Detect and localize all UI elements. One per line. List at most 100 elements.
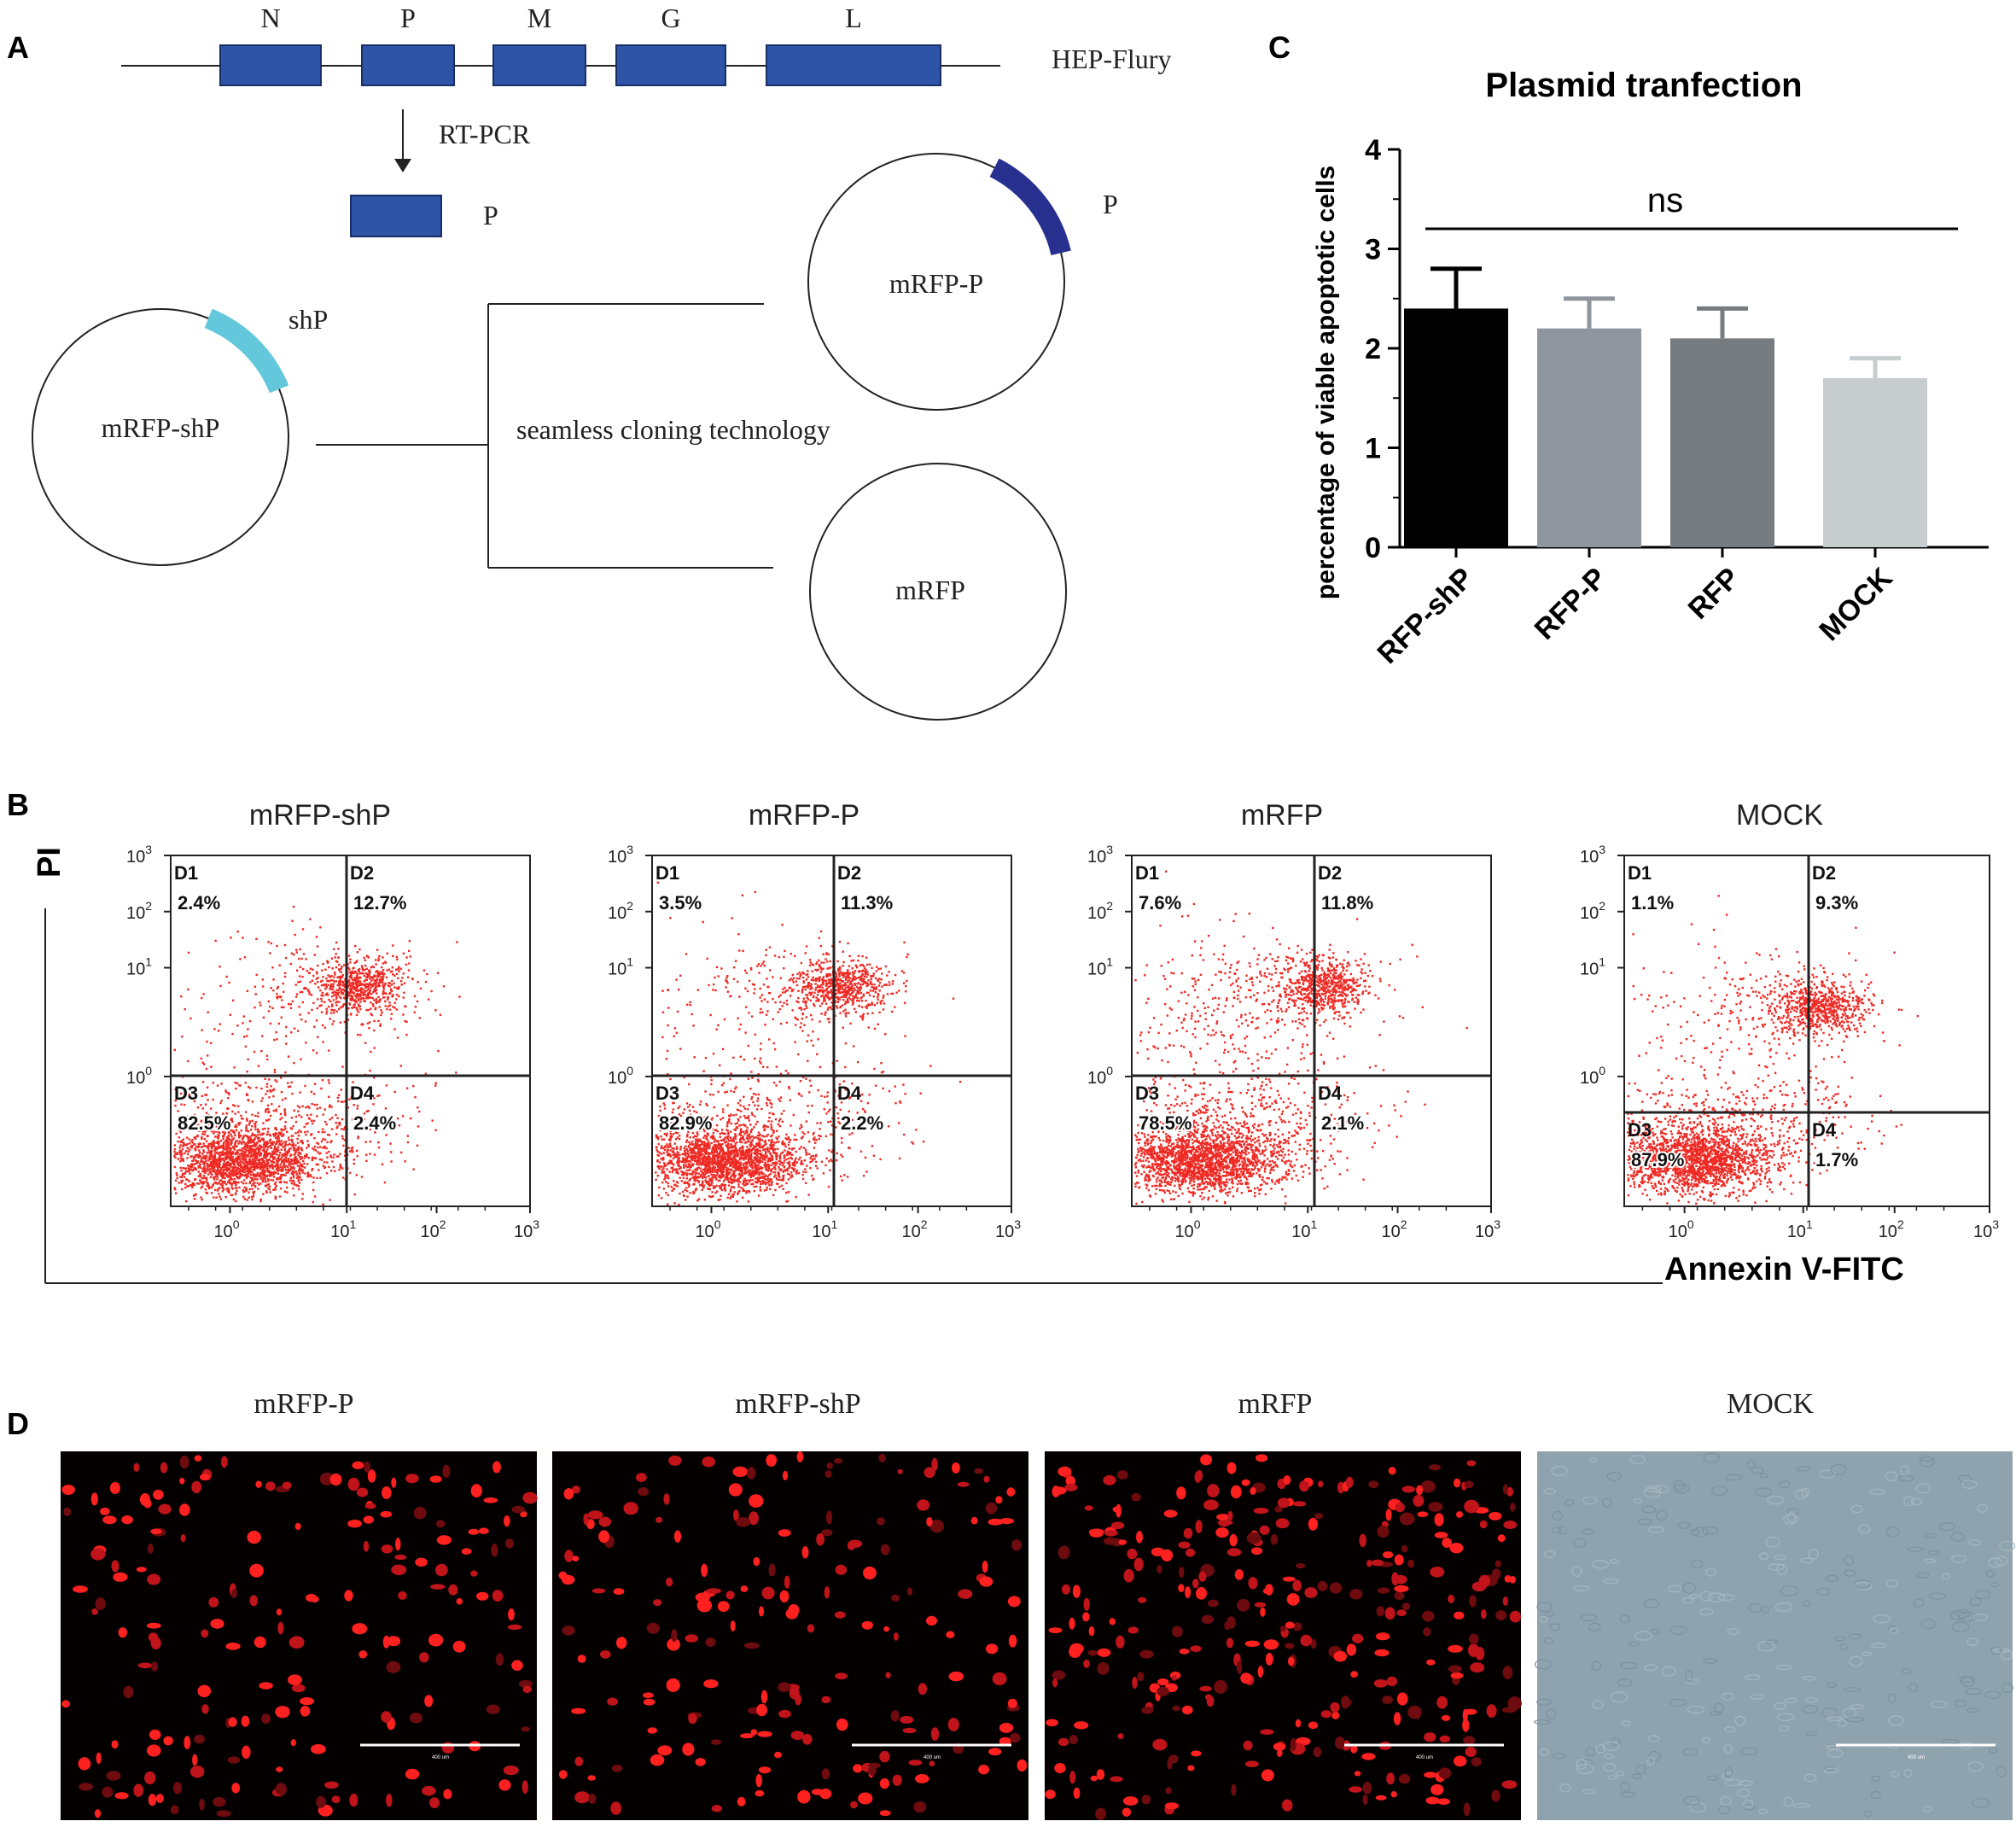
flow-dot: [187, 1170, 189, 1173]
flow-dot: [300, 1140, 303, 1142]
flow-dot: [219, 1139, 223, 1142]
flow-dot: [749, 1130, 753, 1134]
flow-dot: [239, 1159, 242, 1163]
flow-dot: [393, 1090, 396, 1094]
flow-dot: [703, 1199, 707, 1201]
flow-dot: [789, 1153, 791, 1156]
flow-dot: [231, 1153, 235, 1155]
flow-dot: [759, 1181, 762, 1183]
flow-dot: [226, 1137, 229, 1140]
flow-dot: [217, 1119, 220, 1122]
flow-dot: [351, 995, 353, 998]
flow-dot: [210, 1145, 213, 1147]
flow-dot: [279, 1163, 282, 1166]
flow-dot: [696, 1179, 698, 1182]
flow-dot: [726, 1138, 730, 1141]
flow-dot: [203, 1176, 207, 1179]
flow-dot: [323, 1026, 326, 1029]
flow-dot: [229, 1153, 231, 1156]
flow-dot: [299, 948, 301, 951]
flow-dot: [784, 1168, 787, 1171]
flow-dot: [736, 1165, 738, 1169]
flow-dot: [726, 1153, 730, 1156]
flow-dot: [331, 1005, 334, 1007]
flow-dot: [179, 1151, 183, 1154]
flow-dot: [707, 1171, 709, 1174]
flow-dot: [660, 1158, 662, 1160]
flow-dot: [323, 1166, 327, 1169]
flow-dot: [702, 1153, 704, 1156]
flow-dot: [384, 1005, 387, 1007]
flow-dot: [255, 1165, 259, 1169]
flow-dot: [265, 1156, 267, 1159]
flow-dot: [725, 1169, 728, 1171]
flow-dot: [694, 1147, 696, 1149]
flow-dot: [265, 1083, 269, 1085]
flow-dot: [244, 1134, 247, 1137]
panel-b-flow-cytometry: B PI Annexin V-FITC mRFP-shPD12.4%D212.7…: [7, 787, 1999, 1287]
flow-dot: [294, 984, 297, 986]
flow-dot: [283, 990, 285, 994]
flow-dot: [230, 937, 232, 939]
flow-dot: [355, 984, 358, 987]
quadrant-percent-d3: 82.5%: [178, 1112, 230, 1134]
flow-dot: [373, 974, 376, 977]
flow-dot: [213, 1151, 217, 1153]
flow-dot: [245, 1176, 248, 1179]
flow-dot: [324, 983, 328, 986]
flow-dot: [406, 1135, 409, 1137]
flow-dot: [222, 1187, 224, 1190]
flow-dot: [666, 1151, 668, 1153]
flow-dot: [288, 1149, 290, 1152]
flow-dot: [212, 1183, 214, 1186]
flow-dot: [770, 1170, 772, 1173]
flow-dot: [205, 1094, 208, 1096]
flow-dot: [778, 1172, 780, 1176]
flow-dot: [737, 1183, 740, 1186]
flow-dot: [254, 1135, 258, 1138]
flow-dot: [206, 1192, 209, 1194]
flow-dot: [789, 1152, 792, 1154]
flow-dot: [228, 1152, 230, 1155]
flow-dot: [751, 1179, 754, 1182]
flow-dot: [702, 1156, 704, 1159]
flow-dot: [245, 1129, 248, 1132]
flow-dot: [382, 956, 384, 959]
flow-dot: [233, 1164, 236, 1167]
flow-dot: [187, 1153, 189, 1156]
flow-dot: [314, 983, 317, 985]
flow-dot: [292, 1142, 294, 1145]
flow-dot: [213, 1140, 215, 1142]
flow-dot: [253, 1154, 255, 1157]
flow-dot: [690, 1142, 692, 1145]
flow-dot: [706, 1145, 708, 1148]
flow-dot: [250, 1195, 253, 1199]
flow-dot: [242, 1137, 244, 1140]
flow-dot: [717, 1179, 720, 1182]
flow-dot: [766, 1133, 769, 1136]
flow-dot: [201, 1176, 205, 1180]
flow-dot: [335, 966, 338, 969]
flow-dot: [227, 1136, 230, 1139]
flow-dot: [272, 978, 275, 981]
flow-dot: [351, 970, 354, 973]
flow-dot: [359, 972, 362, 975]
flow-dot: [730, 1089, 732, 1093]
flow-dot: [755, 1172, 758, 1175]
flow-dot: [249, 1170, 252, 1172]
flow-dot: [205, 1067, 208, 1071]
flow-dot: [289, 1160, 292, 1163]
flow-dot: [289, 1153, 293, 1156]
flow-dot: [249, 1173, 253, 1176]
flow-dot: [686, 1172, 689, 1175]
flow-dot: [669, 1135, 672, 1138]
flow-dot: [259, 1152, 263, 1155]
flow-dot: [231, 1188, 234, 1190]
x-tick-label: RFP-P: [1529, 562, 1613, 646]
flow-dot: [753, 1171, 755, 1174]
flow-dot: [280, 1128, 283, 1130]
gene-label-m: M: [527, 3, 551, 33]
flow-dot: [262, 1161, 265, 1164]
flow-dot: [679, 1148, 682, 1151]
flow-dot: [269, 1155, 272, 1159]
